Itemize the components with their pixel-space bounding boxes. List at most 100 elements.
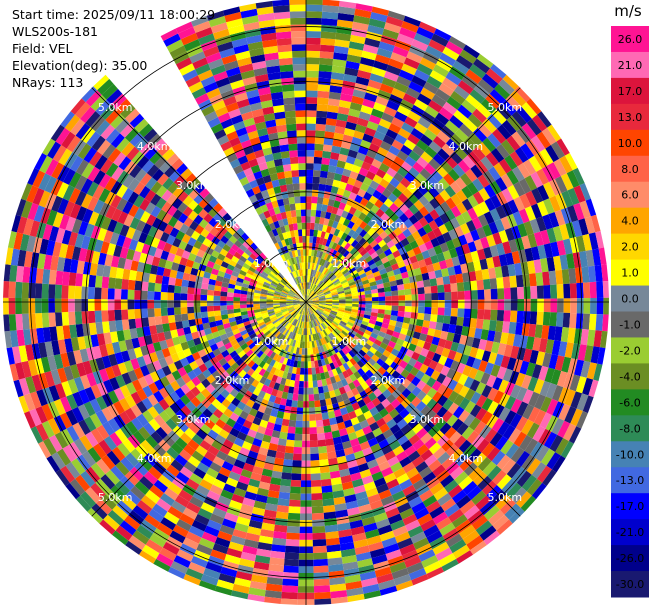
range-gate-cell [293,189,301,197]
range-gate-cell [196,461,210,474]
range-gate-cell [476,438,490,453]
range-gate-cell [331,307,339,311]
range-gate-cell [346,321,355,327]
range-gate-cell [461,210,472,223]
range-gate-cell [400,271,409,279]
range-gate-cell [312,302,320,304]
range-gate-cell [341,318,349,324]
range-gate-cell [417,513,433,526]
range-gate-cell [387,456,400,467]
range-gate-cell [259,303,267,307]
range-gate-cell [73,376,85,392]
range-gate-cell [80,470,96,488]
range-gate-cell [325,531,339,540]
range-gate-cell [18,395,30,414]
range-gate-cell [312,313,317,320]
range-gate-cell [83,335,93,349]
range-gate-cell [174,387,186,399]
range-gate-cell [410,531,427,544]
range-gate-cell [412,145,425,157]
range-gate-cell [520,143,535,160]
range-gate-cell [325,537,340,546]
range-gate-cell [313,353,318,361]
range-gate-cell [299,367,305,375]
range-gate-cell [407,110,422,123]
range-gate-cell [369,465,381,476]
range-gate-cell [449,217,461,229]
range-gate-cell [307,315,309,322]
range-gate-cell [102,421,115,436]
range-gate-cell [531,482,547,500]
range-gate-cell [393,343,403,352]
range-gate-cell [298,320,302,328]
range-gate-cell [380,272,389,280]
range-gate-cell [408,343,417,352]
range-gate-cell [249,318,257,324]
range-gate-cell [296,306,302,313]
range-gate-cell [174,285,182,294]
range-gate-cell [113,414,126,429]
range-gate-cell [243,356,252,365]
range-gate-cell [459,49,477,64]
range-gate-cell [328,240,335,249]
range-gate-cell [125,452,140,467]
range-gate-cell [157,456,171,470]
range-gate-cell [540,448,556,466]
range-gate-cell [294,433,303,441]
range-gate-cell [127,309,135,320]
range-gate-cell [469,318,478,329]
range-gate-cell [357,269,366,276]
range-gate-cell [229,412,240,422]
range-gate-cell [306,262,309,269]
range-gate-cell [480,156,494,171]
range-gate-cell [255,357,263,366]
range-gate-cell [397,105,411,117]
range-gate-cell [469,404,482,418]
range-gate-cell [523,286,531,299]
range-gate-cell [306,50,320,58]
range-gate-cell [320,314,327,321]
range-gate-cell [350,289,359,294]
range-gate-cell [381,112,395,123]
range-gate-cell [397,192,409,204]
range-gate-cell [440,267,450,278]
range-gate-cell [519,193,531,209]
range-gate-cell [278,51,293,59]
range-gate-cell [287,512,301,521]
range-gate-cell [236,516,251,527]
range-gate-cell [582,395,594,414]
range-gate-cell [322,0,340,7]
range-gate-cell [177,366,188,378]
range-gate-cell [339,364,346,373]
range-gate-cell [330,347,336,355]
range-gate-cell [507,263,516,277]
range-gate-cell [460,263,469,274]
range-gate-cell [434,205,446,217]
range-gate-cell [487,465,502,481]
range-gate-cell [309,307,314,314]
range-gate-cell [408,81,424,94]
range-gate-cell [368,164,379,175]
range-gate-cell [382,134,395,146]
range-gate-cell [114,278,123,290]
range-gate-cell [128,318,137,330]
range-gate-cell [582,233,593,251]
range-gate-cell [287,426,296,434]
range-gate-cell [252,567,269,577]
range-gate-cell [319,177,327,185]
range-gate-cell [350,416,360,426]
range-gate-cell [331,234,338,243]
range-gate-cell [321,313,328,319]
range-gate-cell [306,288,308,296]
range-gate-cell [316,110,328,119]
range-gate-cell [299,307,304,315]
range-gate-cell [380,212,390,222]
range-gate-cell [304,302,306,309]
range-gate-cell [347,593,365,603]
range-gate-cell [556,138,570,156]
range-gate-cell [35,423,49,442]
range-gate-cell [209,343,219,352]
nrays-text: NRays: 113 [12,75,84,90]
range-gate-cell [405,467,419,480]
range-gate-cell [314,136,325,145]
